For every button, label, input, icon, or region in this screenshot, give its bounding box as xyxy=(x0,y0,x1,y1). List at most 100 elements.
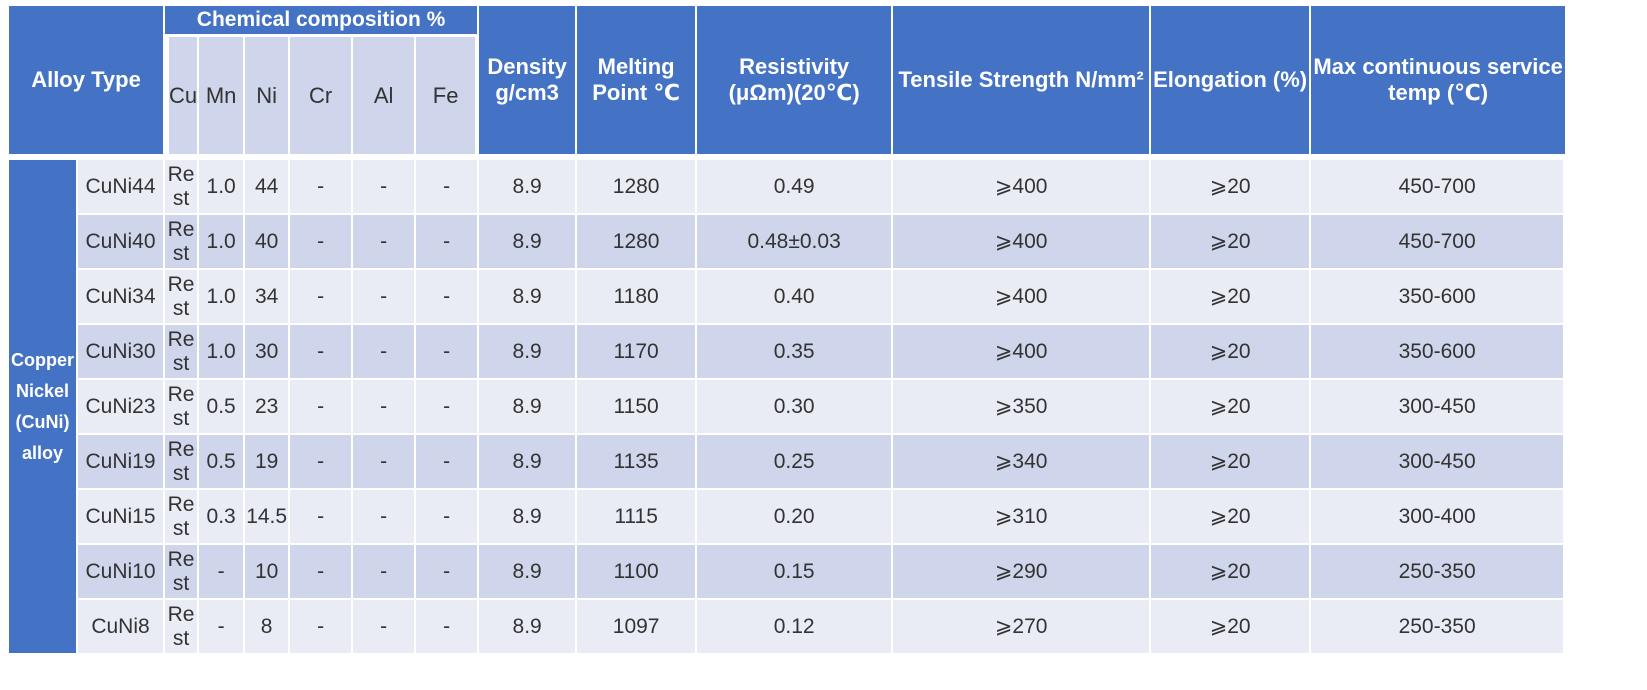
cell-melting: 1150 xyxy=(577,380,698,435)
cell-max-temp: 250-350 xyxy=(1311,545,1566,600)
cell-al: - xyxy=(353,270,417,325)
cell-cu: Re st xyxy=(165,490,200,545)
cell-fe: - xyxy=(416,160,480,215)
cell-max-temp: 300-400 xyxy=(1311,490,1566,545)
cell-cu-line1: Re xyxy=(167,602,195,626)
cell-density: 8.9 xyxy=(479,325,578,380)
cell-elongation: ⩾20 xyxy=(1151,270,1312,325)
header-melting-line2: Point ℃ xyxy=(592,80,680,105)
cell-cr: - xyxy=(290,545,354,600)
cell-melting: 1115 xyxy=(577,490,698,545)
cell-tensile: ⩾290 xyxy=(893,545,1152,600)
cell-al: - xyxy=(353,215,417,270)
header-resistivity-line2: (μΩm)(20℃) xyxy=(728,80,860,105)
cell-al: - xyxy=(353,380,417,435)
cell-melting: 1135 xyxy=(577,435,698,490)
header-density-line2: g/cm3 xyxy=(495,80,559,105)
header-element-fe: Fe xyxy=(416,37,480,160)
header-element-al: Al xyxy=(353,37,417,160)
cell-mn: 1.0 xyxy=(199,160,246,215)
cell-alloy-name: CuNi19 xyxy=(78,435,165,490)
cell-density: 8.9 xyxy=(479,490,578,545)
cell-cu: Re st xyxy=(165,600,200,655)
header-elongation: Elongation (%) xyxy=(1151,6,1312,160)
cell-cu: Re st xyxy=(165,325,200,380)
table-row: CuNi23 Re st 0.5 23 - - - 8.9 1150 0.30 ⩾… xyxy=(9,380,1566,435)
group-line1: Copper xyxy=(11,349,74,370)
cell-mn: 1.0 xyxy=(199,325,246,380)
cell-cu-line1: Re xyxy=(167,327,195,351)
alloy-group-label: Copper Nickel (CuNi) alloy xyxy=(9,160,78,655)
alloy-properties-table: Alloy Type Chemical composition % Densit… xyxy=(9,6,1566,655)
cell-cu-line2: st xyxy=(172,516,190,540)
group-line2: Nickel xyxy=(15,380,70,401)
cell-cu: Re st xyxy=(165,545,200,600)
cell-cu: Re st xyxy=(165,435,200,490)
cell-elongation: ⩾20 xyxy=(1151,160,1312,215)
cell-mn: 0.5 xyxy=(199,380,246,435)
cell-cu: Re st xyxy=(165,215,200,270)
cell-resistivity: 0.25 xyxy=(697,435,894,490)
cell-cu-line2: st xyxy=(172,241,190,265)
cell-ni: 19 xyxy=(245,435,291,490)
cell-mn: - xyxy=(199,600,246,655)
table-row: CuNi40 Re st 1.0 40 - - - 8.9 1280 0.48±0… xyxy=(9,215,1566,270)
cell-ni: 44 xyxy=(245,160,291,215)
cell-melting: 1170 xyxy=(577,325,698,380)
cell-alloy-name: CuNi40 xyxy=(78,215,165,270)
cell-melting: 1100 xyxy=(577,545,698,600)
table-body: Copper Nickel (CuNi) alloy CuNi44 Re st 1.0 … xyxy=(9,160,1566,655)
header-max-temp-line1: Max continuous service xyxy=(1313,54,1563,79)
cell-cr: - xyxy=(290,600,354,655)
group-line3: (CuNi) xyxy=(15,411,70,432)
cell-melting: 1180 xyxy=(577,270,698,325)
cell-max-temp: 300-450 xyxy=(1311,380,1566,435)
cell-fe: - xyxy=(416,380,480,435)
cell-al: - xyxy=(353,435,417,490)
cell-resistivity: 0.12 xyxy=(697,600,894,655)
header-element-cu: Cu xyxy=(165,37,200,160)
cell-cr: - xyxy=(290,160,354,215)
cell-fe: - xyxy=(416,325,480,380)
cell-melting: 1097 xyxy=(577,600,698,655)
cell-melting: 1280 xyxy=(577,160,698,215)
cell-tensile: ⩾400 xyxy=(893,270,1152,325)
cell-ni: 30 xyxy=(245,325,291,380)
header-element-mn: Mn xyxy=(199,37,246,160)
cell-resistivity: 0.40 xyxy=(697,270,894,325)
cell-fe: - xyxy=(416,490,480,545)
cell-max-temp: 350-600 xyxy=(1311,270,1566,325)
header-max-temp-line2: temp (℃) xyxy=(1388,80,1489,105)
cell-alloy-name: CuNi10 xyxy=(78,545,165,600)
cell-alloy-name: CuNi15 xyxy=(78,490,165,545)
cell-elongation: ⩾20 xyxy=(1151,435,1312,490)
cell-cu: Re st xyxy=(165,160,200,215)
cell-ni: 34 xyxy=(245,270,291,325)
table-row: CuNi30 Re st 1.0 30 - - - 8.9 1170 0.35 ⩾… xyxy=(9,325,1566,380)
cell-max-temp: 300-450 xyxy=(1311,435,1566,490)
cell-tensile: ⩾310 xyxy=(893,490,1152,545)
cell-alloy-name: CuNi23 xyxy=(78,380,165,435)
cell-cu-line2: st xyxy=(172,186,190,210)
alloy-table-wrapper: Alloy Type Chemical composition % Densit… xyxy=(9,6,1566,655)
table-row: CuNi10 Re st - 10 - - - 8.9 1100 0.15 ⩾29… xyxy=(9,545,1566,600)
header-element-cr: Cr xyxy=(290,37,354,160)
cell-density: 8.9 xyxy=(479,270,578,325)
cell-elongation: ⩾20 xyxy=(1151,490,1312,545)
cell-ni: 10 xyxy=(245,545,291,600)
header-chemical-composition: Chemical composition % xyxy=(165,6,480,37)
table-row: CuNi19 Re st 0.5 19 - - - 8.9 1135 0.25 ⩾… xyxy=(9,435,1566,490)
cell-cu-line1: Re xyxy=(167,217,195,241)
cell-tensile: ⩾270 xyxy=(893,600,1152,655)
cell-resistivity: 0.30 xyxy=(697,380,894,435)
cell-max-temp: 350-600 xyxy=(1311,325,1566,380)
cell-density: 8.9 xyxy=(479,380,578,435)
cell-cr: - xyxy=(290,270,354,325)
cell-fe: - xyxy=(416,600,480,655)
cell-max-temp: 450-700 xyxy=(1311,215,1566,270)
cell-cu: Re st xyxy=(165,380,200,435)
cell-elongation: ⩾20 xyxy=(1151,215,1312,270)
cell-cu-line1: Re xyxy=(167,382,195,406)
cell-cr: - xyxy=(290,490,354,545)
cell-cu-line1: Re xyxy=(167,272,195,296)
